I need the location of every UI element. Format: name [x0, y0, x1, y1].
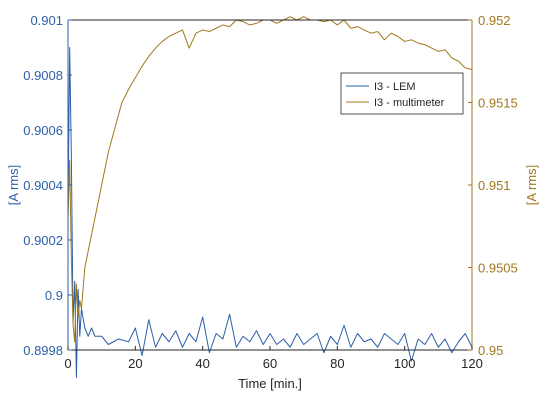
- y-right-tick-label: 0.9505: [478, 261, 518, 276]
- x-tick-label: 60: [263, 356, 277, 371]
- y-left-axis-label: [A rms]: [6, 165, 21, 205]
- y-left-tick-label: 0.9: [45, 288, 63, 303]
- y-right-tick-label: 0.95: [478, 343, 503, 358]
- y-left-tick-label: 0.9004: [23, 178, 63, 193]
- legend-entry-label: I3 - LEM: [374, 81, 416, 93]
- y-right-tick-label: 0.9515: [478, 96, 518, 111]
- y-left-tick-label: 0.9006: [23, 123, 63, 138]
- y-right-axis-label: [A rms]: [524, 165, 539, 205]
- y-left-tick-label: 0.9008: [23, 68, 63, 83]
- series-line-lem: [67, 47, 473, 378]
- legend-entry-label: I3 - multimeter: [374, 97, 445, 109]
- x-tick-label: 20: [128, 356, 142, 371]
- series-line-multimeter: [67, 16, 473, 343]
- x-tick-label: 0: [64, 356, 71, 371]
- x-tick-label: 40: [195, 356, 209, 371]
- y-right-tick-label: 0.951: [478, 178, 511, 193]
- x-tick-label: 100: [394, 356, 416, 371]
- y-left-tick-label: 0.9002: [23, 233, 63, 248]
- y-right-tick-label: 0.952: [478, 13, 511, 28]
- y-left-tick-label: 0.901: [30, 13, 63, 28]
- y-left-tick-label: 0.8998: [23, 343, 63, 358]
- legend-box: [340, 72, 464, 115]
- x-tick-label: 80: [330, 356, 344, 371]
- x-axis-label: Time [min.]: [238, 376, 302, 391]
- x-tick-label: 120: [461, 356, 483, 371]
